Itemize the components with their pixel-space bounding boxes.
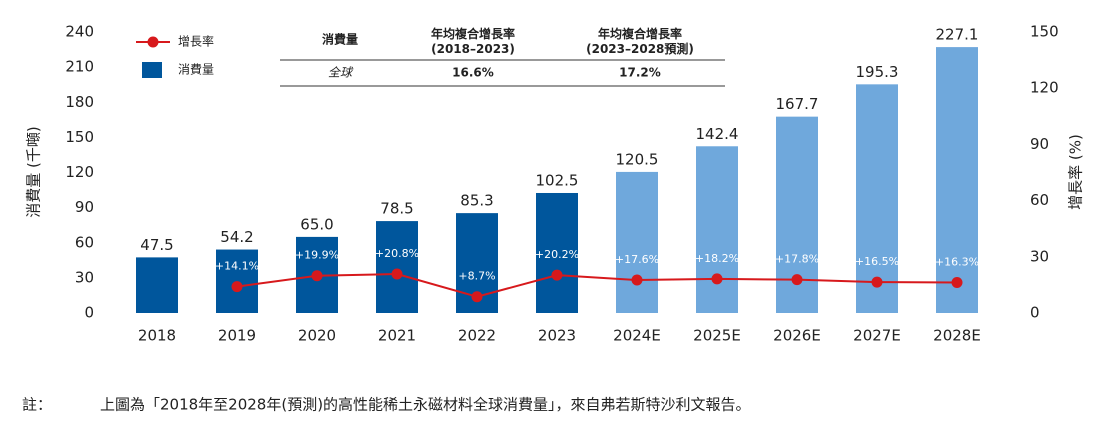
table-cell: 16.6%: [452, 66, 494, 80]
y-tick-label: 240: [65, 23, 94, 41]
bar: [376, 221, 418, 313]
bar: [696, 146, 738, 313]
growth-label: +18.2%: [695, 252, 739, 265]
growth-point: [951, 276, 963, 288]
x-tick-label: 2021: [378, 327, 416, 345]
bar-value-label: 120.5: [616, 150, 659, 168]
y2-tick-label: 30: [1030, 247, 1049, 265]
growth-label: +16.5%: [855, 255, 899, 268]
bar-value-label: 102.5: [536, 171, 579, 189]
table-cell: 全球: [328, 66, 354, 80]
x-tick-label: 2018: [138, 327, 176, 345]
growth-label: +19.9%: [295, 249, 339, 262]
growth-point: [791, 274, 803, 286]
x-tick-label: 2025E: [693, 327, 741, 345]
growth-point: [871, 276, 883, 288]
y-tick-label: 210: [65, 58, 94, 76]
y-tick-label: 0: [84, 304, 94, 322]
table-header: 年均複合增長率(2018–2023): [431, 26, 515, 56]
growth-point: [551, 269, 563, 281]
x-tick-label: 2028E: [933, 327, 981, 345]
x-tick-label: 2020: [298, 327, 336, 345]
growth-point: [231, 281, 243, 293]
bar: [136, 257, 178, 313]
growth-label: +17.8%: [775, 253, 819, 266]
bar-value-label: 227.1: [936, 26, 979, 44]
y-axis-title: 消費量 (千噸): [25, 126, 43, 217]
x-tick-label: 2026E: [773, 327, 821, 345]
x-tick-label: 2024E: [613, 327, 661, 345]
note-text: 上圖為「2018年至2028年(預測)的高性能稀土永磁材料全球消費量」，來自弗若…: [100, 396, 751, 414]
y2-axis-title: 增長率 (%): [1067, 134, 1085, 210]
table-cell: 17.2%: [619, 66, 661, 80]
growth-label: +17.6%: [615, 253, 659, 266]
table-header: 年均複合增長率(2023–2028預測): [586, 26, 694, 56]
bar-value-label: 167.7: [776, 95, 819, 113]
y-tick-label: 120: [65, 163, 94, 181]
bar-value-label: 54.2: [220, 228, 253, 246]
growth-point: [311, 270, 323, 282]
y-tick-label: 60: [75, 233, 94, 251]
growth-label: +14.1%: [215, 260, 259, 273]
y-tick-label: 180: [65, 93, 94, 111]
growth-label: +8.7%: [458, 270, 495, 283]
bar-value-label: 78.5: [380, 200, 413, 218]
x-tick-label: 2019: [218, 327, 256, 345]
bar-value-label: 85.3: [460, 192, 493, 210]
growth-label: +20.2%: [535, 248, 579, 261]
table-header: 消費量: [322, 32, 358, 47]
bar-value-label: 47.5: [140, 236, 173, 254]
bar-value-label: 142.4: [696, 125, 739, 143]
y2-tick-label: 0: [1030, 304, 1040, 322]
bar-value-label: 195.3: [856, 63, 899, 81]
y2-tick-label: 150: [1030, 23, 1059, 41]
x-tick-label: 2023: [538, 327, 576, 345]
growth-label: +16.3%: [935, 255, 979, 268]
growth-point: [631, 274, 643, 286]
y2-tick-label: 60: [1030, 191, 1049, 209]
y2-tick-label: 90: [1030, 135, 1049, 153]
legend-label: 消費量: [178, 62, 214, 77]
bar: [936, 47, 978, 313]
legend-label: 增長率: [178, 34, 214, 49]
y-tick-label: 150: [65, 128, 94, 146]
growth-point: [391, 268, 403, 280]
y2-tick-label: 120: [1030, 79, 1059, 97]
bar-value-label: 65.0: [300, 215, 333, 233]
y-tick-label: 30: [75, 268, 94, 286]
x-tick-label: 2027E: [853, 327, 901, 345]
x-tick-label: 2022: [458, 327, 496, 345]
legend-marker: [147, 36, 159, 48]
growth-line: [236, 273, 958, 298]
growth-label: +20.8%: [375, 247, 419, 260]
bar: [536, 192, 578, 313]
growth-point: [471, 291, 483, 303]
y-tick-label: 90: [75, 198, 94, 216]
growth-point: [711, 273, 723, 285]
legend-swatch: [142, 62, 162, 78]
bar: [856, 84, 898, 314]
note-label: 註：: [22, 396, 52, 414]
bar: [616, 171, 658, 313]
